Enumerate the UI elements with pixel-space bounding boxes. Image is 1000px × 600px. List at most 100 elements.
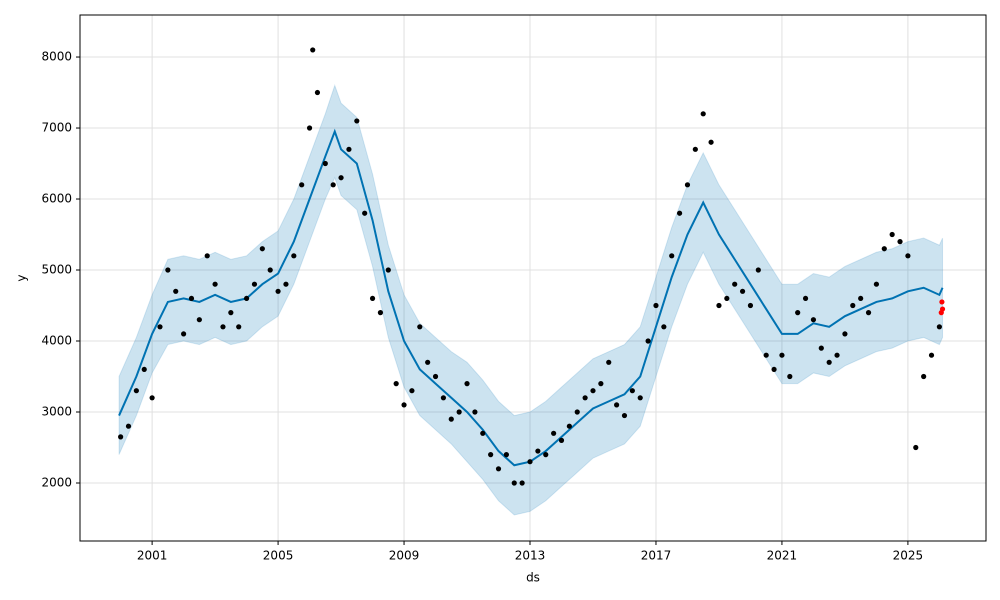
data-point <box>149 395 155 401</box>
data-point <box>417 324 423 330</box>
data-point <box>259 246 265 252</box>
data-point <box>125 423 132 429</box>
data-point <box>818 345 824 351</box>
data-point <box>527 459 533 465</box>
data-point <box>739 288 746 294</box>
data-point <box>629 388 635 394</box>
data-point <box>614 402 620 408</box>
data-point <box>574 409 580 415</box>
data-point <box>921 373 927 380</box>
data-point <box>732 281 738 287</box>
data-point <box>448 416 454 422</box>
data-point <box>181 331 187 337</box>
data-point <box>310 47 316 53</box>
y-tick-label: 3000 <box>41 405 72 419</box>
data-point <box>165 267 171 273</box>
data-point <box>243 295 250 302</box>
data-point <box>897 239 903 245</box>
data-point <box>810 317 817 323</box>
data-point <box>188 295 195 302</box>
data-point <box>251 281 258 287</box>
data-point <box>684 182 691 188</box>
y-axis-label: y <box>15 274 29 281</box>
uncertainty-band <box>118 83 944 516</box>
data-point <box>314 89 321 96</box>
data-point <box>456 409 462 415</box>
data-point <box>653 302 659 309</box>
data-point <box>850 302 856 309</box>
data-point <box>763 352 769 358</box>
data-point <box>535 448 541 454</box>
data-point <box>511 480 517 486</box>
data-point <box>133 388 139 394</box>
data-point <box>440 395 447 401</box>
data-point <box>802 295 809 302</box>
data-point <box>369 295 376 302</box>
data-point <box>283 281 289 287</box>
data-point <box>275 288 281 294</box>
data-point <box>173 288 179 294</box>
data-point <box>645 338 651 344</box>
data-point <box>141 366 147 373</box>
data-point <box>377 310 384 316</box>
data-point <box>267 267 273 273</box>
data-point <box>724 295 730 302</box>
plot-frame <box>79 14 987 542</box>
data-point <box>425 359 431 365</box>
data-point <box>204 253 210 259</box>
data-point <box>519 480 525 486</box>
y-tick-label: 5000 <box>41 263 72 277</box>
data-point <box>212 281 218 287</box>
data-point <box>787 373 793 380</box>
data-point <box>637 395 643 401</box>
data-point <box>905 253 911 259</box>
data-point <box>472 409 478 415</box>
data-point <box>464 381 470 387</box>
data-point <box>936 324 942 330</box>
y-tick-label: 7000 <box>41 121 72 135</box>
data-point <box>881 246 887 252</box>
data-point <box>755 267 761 273</box>
data-point <box>747 302 754 309</box>
data-point <box>432 373 439 380</box>
x-tick-label: 2013 <box>515 549 546 563</box>
data-point <box>928 352 935 358</box>
data-point <box>669 253 675 259</box>
data-point <box>236 324 242 330</box>
x-tick-label: 2025 <box>893 549 924 563</box>
data-point <box>543 451 549 458</box>
data-point <box>401 402 407 408</box>
data-point <box>913 444 919 451</box>
data-point <box>157 324 163 330</box>
y-tick-label: 2000 <box>41 475 72 489</box>
x-tick-label: 2017 <box>641 549 672 563</box>
data-point <box>354 118 360 124</box>
x-axis-label: ds <box>526 571 540 585</box>
data-point <box>385 267 391 273</box>
data-point <box>291 253 297 259</box>
data-point <box>939 306 946 312</box>
data-point <box>409 388 415 394</box>
data-point <box>480 430 486 436</box>
data-point <box>362 210 368 216</box>
x-tick-label: 2001 <box>137 549 168 563</box>
data-point <box>590 388 596 394</box>
x-tick-label: 2009 <box>389 549 420 563</box>
data-point <box>826 359 832 365</box>
data-point <box>939 299 945 305</box>
y-tick-label: 4000 <box>41 334 72 348</box>
data-point <box>330 182 336 188</box>
data-point <box>779 352 785 358</box>
data-point <box>551 430 557 436</box>
data-point <box>889 231 895 238</box>
data-point <box>299 182 305 188</box>
y-tick-label: 6000 <box>41 192 72 206</box>
data-point <box>692 146 698 152</box>
data-point <box>488 451 494 458</box>
data-point <box>858 295 864 302</box>
data-point <box>220 324 226 330</box>
data-point <box>873 281 880 287</box>
data-point <box>338 175 344 181</box>
data-point <box>716 302 722 309</box>
